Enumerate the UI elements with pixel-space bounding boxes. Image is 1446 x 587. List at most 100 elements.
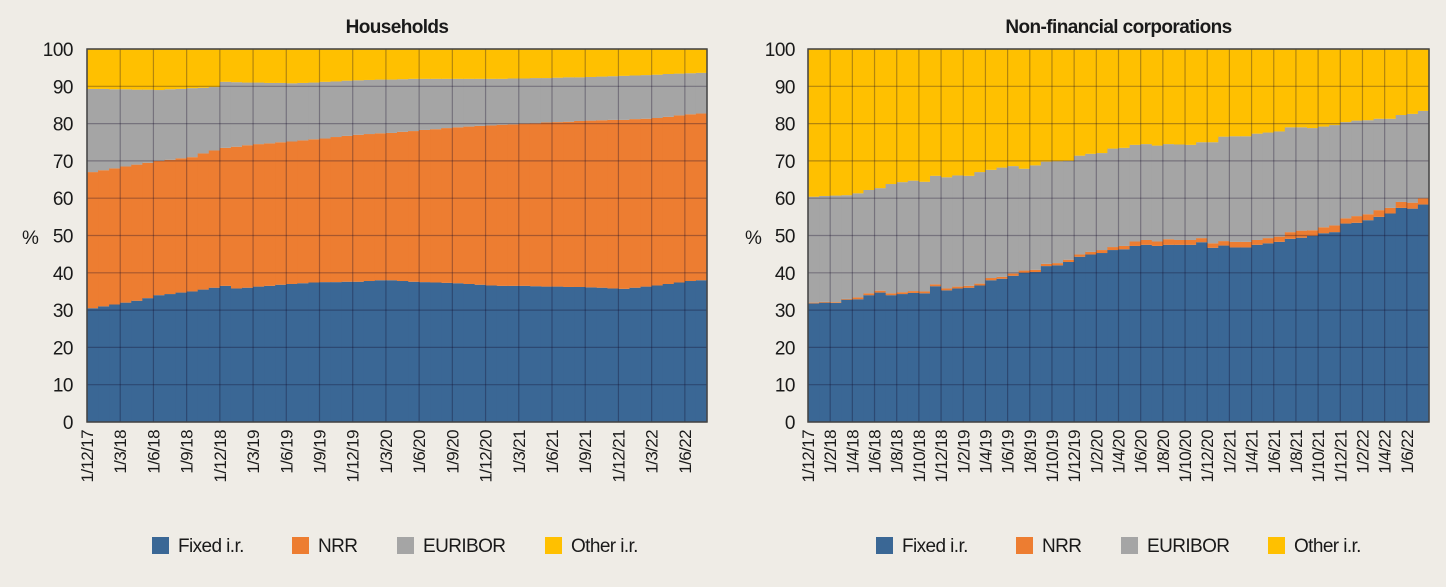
bar-segment-euribor <box>952 175 964 287</box>
bar-segment-euribor <box>1107 148 1120 248</box>
bar-segment-fixed-i-r <box>563 286 575 422</box>
bar-segment-nrr <box>474 125 487 285</box>
bar-segment-other-i-r <box>175 49 188 89</box>
bar-segment-fixed-i-r <box>1207 247 1219 422</box>
bar-segment-euribor <box>585 76 597 121</box>
bar-segment-nrr <box>1362 214 1375 221</box>
bar-segment-nrr <box>87 172 99 309</box>
bar-segment-fixed-i-r <box>985 280 998 422</box>
bar-segment-euribor <box>1018 168 1031 271</box>
x-tick-label: 1/6/22 <box>1398 430 1417 474</box>
bar-segment-nrr <box>1284 232 1297 239</box>
bar-segment-nrr <box>1318 227 1330 234</box>
bar-segment-nrr <box>1151 241 1164 246</box>
bar-segment-fixed-i-r <box>974 285 987 422</box>
bar-segment-other-i-r <box>941 49 953 178</box>
bar-segment-other-i-r <box>1373 49 1386 119</box>
bar-segment-euribor <box>1284 127 1297 233</box>
bar-segment-fixed-i-r <box>1329 232 1341 422</box>
bar-segment-other-i-r <box>662 49 675 74</box>
bar-segment-other-i-r <box>142 49 155 90</box>
x-tick-label: 1/8/18 <box>888 430 907 474</box>
x-tick-label: 1/9/18 <box>178 430 197 474</box>
bar-segment-nrr <box>219 147 232 286</box>
bar-segment-fixed-i-r <box>463 283 476 422</box>
bar-segment-other-i-r <box>496 49 509 79</box>
x-tick-label: 1/2/18 <box>821 430 840 474</box>
x-tick-label: 1/4/19 <box>976 430 995 474</box>
y-tick-label: 70 <box>775 152 795 173</box>
bar-segment-euribor <box>1040 161 1053 264</box>
bar-segment-other-i-r <box>529 49 542 79</box>
bar-segment-fixed-i-r <box>695 280 708 422</box>
legend-label: NRR <box>318 536 357 557</box>
bar-segment-euribor <box>297 82 310 141</box>
x-tick-label: 1/6/19 <box>277 430 296 474</box>
x-tick-label: 1/12/18 <box>932 430 951 483</box>
legend-swatch <box>397 537 414 554</box>
bar-segment-fixed-i-r <box>1007 275 1020 422</box>
bar-segment-other-i-r <box>253 49 265 83</box>
bar-segment-fixed-i-r <box>918 293 931 422</box>
bar-segment-other-i-r <box>1307 49 1319 129</box>
bar-segment-euribor <box>1362 120 1375 215</box>
bar-segment-other-i-r <box>131 49 143 90</box>
bar-segment-other-i-r <box>1040 49 1053 162</box>
bar-segment-other-i-r <box>1340 49 1352 123</box>
bar-segment-fixed-i-r <box>1318 233 1330 422</box>
bar-segment-nrr <box>1118 245 1131 250</box>
bar-segment-other-i-r <box>852 49 865 194</box>
bar-segment-fixed-i-r <box>1118 249 1131 422</box>
bar-segment-nrr <box>253 144 265 287</box>
bar-segment-nrr <box>319 138 332 283</box>
bar-segment-nrr <box>540 122 553 287</box>
bar-segment-euribor <box>430 78 442 130</box>
bar-segment-other-i-r <box>330 49 343 82</box>
x-tick-label: 1/6/20 <box>1132 430 1151 474</box>
bar-segment-other-i-r <box>996 49 1009 168</box>
bar-segment-other-i-r <box>1074 49 1086 156</box>
bar-segment-euribor <box>1140 144 1153 240</box>
bar-segment-nrr <box>1074 254 1086 257</box>
bar-segment-nrr <box>874 290 887 293</box>
bar-segment-nrr <box>996 276 1009 279</box>
bar-segment-fixed-i-r <box>352 281 365 422</box>
bar-segment-other-i-r <box>1096 49 1109 154</box>
bar-segment-nrr <box>563 121 575 287</box>
bar-segment-fixed-i-r <box>319 282 332 423</box>
bar-segment-other-i-r <box>264 49 276 83</box>
bar-segment-euribor <box>963 175 975 286</box>
bar-segment-nrr <box>230 146 243 289</box>
bar-segment-euribor <box>1196 142 1208 239</box>
bar-segment-euribor <box>1118 147 1131 246</box>
bar-segment-other-i-r <box>363 49 376 80</box>
bar-segment-other-i-r <box>952 49 964 176</box>
bar-segment-nrr <box>164 159 177 295</box>
bar-segment-nrr <box>974 283 987 286</box>
y-tick-label: 100 <box>43 40 73 61</box>
bar-segment-fixed-i-r <box>186 291 199 422</box>
legend-swatch <box>1016 537 1033 554</box>
bar-segment-fixed-i-r <box>474 284 487 422</box>
x-tick-label: 1/12/18 <box>211 430 230 483</box>
bar-segment-other-i-r <box>397 49 409 80</box>
bar-segment-euribor <box>574 77 586 121</box>
bar-segment-euribor <box>109 89 121 169</box>
bar-segment-other-i-r <box>1351 49 1364 121</box>
bar-segment-nrr <box>1107 247 1120 251</box>
y-tick-label: 0 <box>785 413 795 434</box>
legend-swatch <box>1268 537 1285 554</box>
bar-segment-nrr <box>463 126 476 284</box>
bar-segment-fixed-i-r <box>1140 244 1153 422</box>
bar-segment-nrr <box>175 158 188 293</box>
y-tick-label: 80 <box>775 115 795 136</box>
legend-swatch <box>292 537 309 554</box>
bar-segment-nrr <box>1395 201 1408 208</box>
bar-segment-fixed-i-r <box>1040 266 1053 422</box>
bar-segment-nrr <box>885 293 898 296</box>
bar-segment-other-i-r <box>1018 49 1031 169</box>
bar-segment-other-i-r <box>275 49 287 83</box>
bar-segment-nrr <box>242 145 254 288</box>
bar-segment-nrr <box>1351 216 1364 223</box>
